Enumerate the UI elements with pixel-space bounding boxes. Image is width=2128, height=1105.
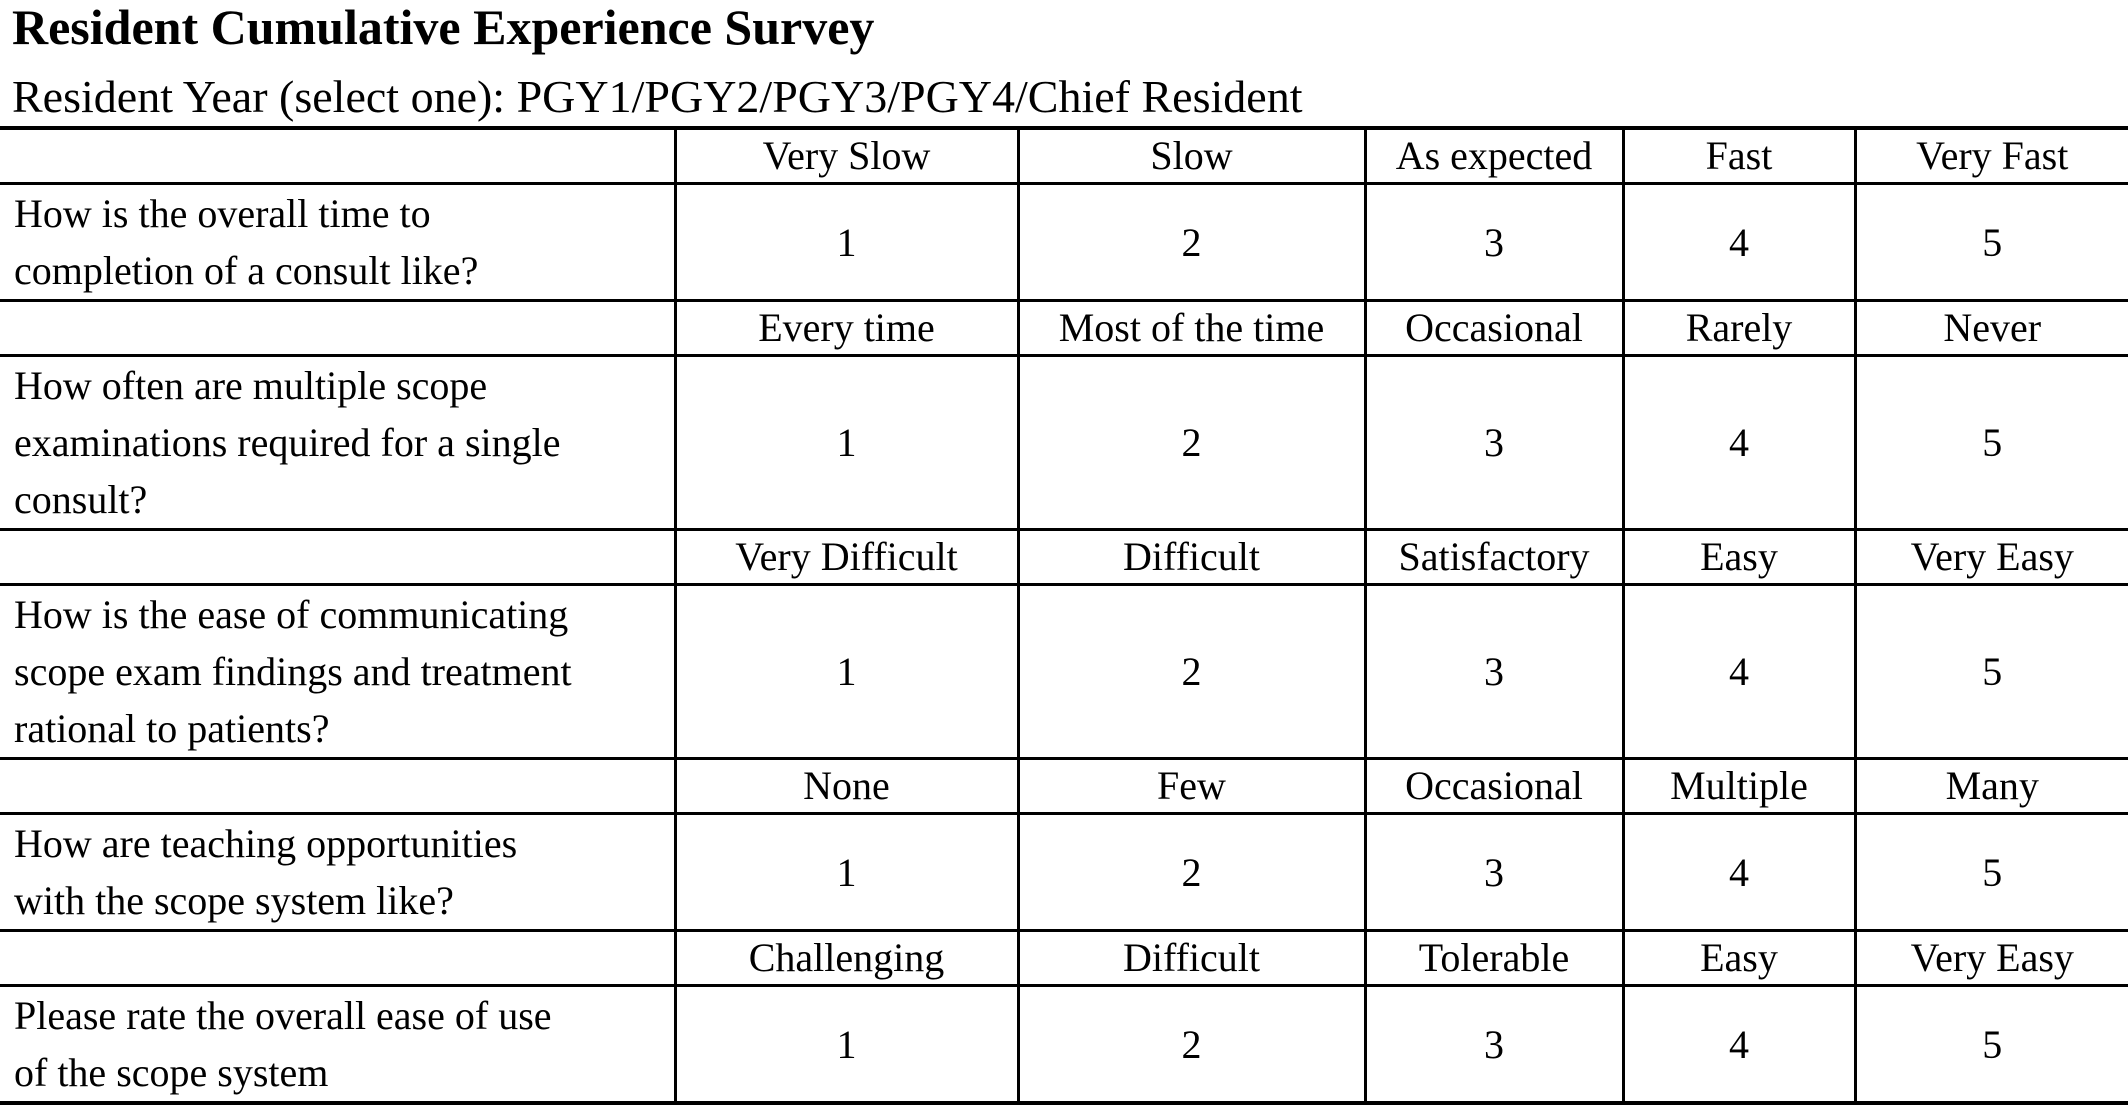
rating-option-1[interactable]: 1 <box>673 812 1020 932</box>
rating-option-1[interactable]: 1 <box>673 583 1020 760</box>
rating-option-2[interactable]: 2 <box>1016 984 1367 1105</box>
question-row: How often are multiple scope examinations… <box>0 354 2128 531</box>
scale-label: Most of the time <box>1016 299 1367 357</box>
scale-label: Satisfactory <box>1363 528 1625 586</box>
question-row: Please rate the overall ease of use of th… <box>0 984 2128 1105</box>
question-text: Please rate the overall ease of use of th… <box>0 984 677 1105</box>
question-row: How is the overall time to completion of … <box>0 182 2128 302</box>
scale-label: Rarely <box>1621 299 1857 357</box>
question-row: How are teaching opportunities with the s… <box>0 812 2128 932</box>
rating-option-5[interactable]: 5 <box>1853 812 2128 932</box>
question-line: consult? <box>14 477 148 522</box>
question-text: How is the ease of communicating scope ex… <box>0 583 677 760</box>
question-line: Please rate the overall ease of use <box>14 993 552 1038</box>
scale-label: Very Fast <box>1853 126 2128 185</box>
question-line: How is the overall time to <box>14 191 431 236</box>
scale-row: Very Difficult Difficult Satisfactory Ea… <box>0 528 2128 586</box>
rating-option-5[interactable]: 5 <box>1853 984 2128 1105</box>
question-line: of the scope system <box>14 1050 329 1095</box>
scale-label: As expected <box>1363 126 1625 185</box>
scale-label: Occasional <box>1363 299 1625 357</box>
question-line: scope exam findings and treatment <box>14 649 572 694</box>
scale-label: Challenging <box>673 929 1020 987</box>
empty-cell <box>0 757 677 815</box>
empty-cell <box>0 929 677 987</box>
rating-option-3[interactable]: 3 <box>1363 812 1625 932</box>
scale-label: None <box>673 757 1020 815</box>
rating-option-3[interactable]: 3 <box>1363 354 1625 531</box>
rating-option-5[interactable]: 5 <box>1853 182 2128 302</box>
question-text: How is the overall time to completion of … <box>0 182 677 302</box>
rating-option-4[interactable]: 4 <box>1621 812 1857 932</box>
scale-row: None Few Occasional Multiple Many <box>0 757 2128 815</box>
scale-label: Few <box>1016 757 1367 815</box>
rating-option-4[interactable]: 4 <box>1621 984 1857 1105</box>
scale-label: Difficult <box>1016 929 1367 987</box>
rating-option-2[interactable]: 2 <box>1016 812 1367 932</box>
question-text: How often are multiple scope examinations… <box>0 354 677 531</box>
rating-option-1[interactable]: 1 <box>673 182 1020 302</box>
scale-label: Occasional <box>1363 757 1625 815</box>
question-text: How are teaching opportunities with the s… <box>0 812 677 932</box>
question-line: How often are multiple scope <box>14 363 488 408</box>
scale-label: Many <box>1853 757 2128 815</box>
scale-row: Challenging Difficult Tolerable Easy Ver… <box>0 929 2128 987</box>
scale-row: Very Slow Slow As expected Fast Very Fas… <box>0 126 2128 185</box>
rating-option-1[interactable]: 1 <box>673 984 1020 1105</box>
scale-label: Easy <box>1621 528 1857 586</box>
rating-option-2[interactable]: 2 <box>1016 354 1367 531</box>
scale-label: Multiple <box>1621 757 1857 815</box>
scale-label: Tolerable <box>1363 929 1625 987</box>
empty-cell <box>0 528 677 586</box>
scale-label: Every time <box>673 299 1020 357</box>
rating-option-3[interactable]: 3 <box>1363 583 1625 760</box>
survey-table: Very Slow Slow As expected Fast Very Fas… <box>0 126 2128 1105</box>
rating-option-3[interactable]: 3 <box>1363 182 1625 302</box>
empty-cell <box>0 126 677 185</box>
scale-label: Very Easy <box>1853 929 2128 987</box>
scale-label: Slow <box>1016 126 1367 185</box>
question-line: How is the ease of communicating <box>14 592 569 637</box>
scale-row: Every time Most of the time Occasional R… <box>0 299 2128 357</box>
scale-label: Fast <box>1621 126 1857 185</box>
scale-label: Very Difficult <box>673 528 1020 586</box>
rating-option-5[interactable]: 5 <box>1853 354 2128 531</box>
rating-option-1[interactable]: 1 <box>673 354 1020 531</box>
rating-option-3[interactable]: 3 <box>1363 984 1625 1105</box>
scale-label: Easy <box>1621 929 1857 987</box>
question-line: How are teaching opportunities <box>14 821 518 866</box>
question-line: examinations required for a single <box>14 420 561 465</box>
rating-option-4[interactable]: 4 <box>1621 583 1857 760</box>
resident-year-prompt: Resident Year (select one): PGY1/PGY2/PG… <box>12 71 1303 122</box>
question-line: with the scope system like? <box>14 878 454 923</box>
empty-cell <box>0 299 677 357</box>
question-line: completion of a consult like? <box>14 248 479 293</box>
rating-option-2[interactable]: 2 <box>1016 583 1367 760</box>
scale-label: Very Easy <box>1853 528 2128 586</box>
scale-label: Very Slow <box>673 126 1020 185</box>
rating-option-4[interactable]: 4 <box>1621 354 1857 531</box>
scale-label: Difficult <box>1016 528 1367 586</box>
survey-title: Resident Cumulative Experience Survey <box>12 0 875 55</box>
question-line: rational to patients? <box>14 706 330 751</box>
rating-option-4[interactable]: 4 <box>1621 182 1857 302</box>
scale-label: Never <box>1853 299 2128 357</box>
rating-option-5[interactable]: 5 <box>1853 583 2128 760</box>
rating-option-2[interactable]: 2 <box>1016 182 1367 302</box>
question-row: How is the ease of communicating scope ex… <box>0 583 2128 760</box>
